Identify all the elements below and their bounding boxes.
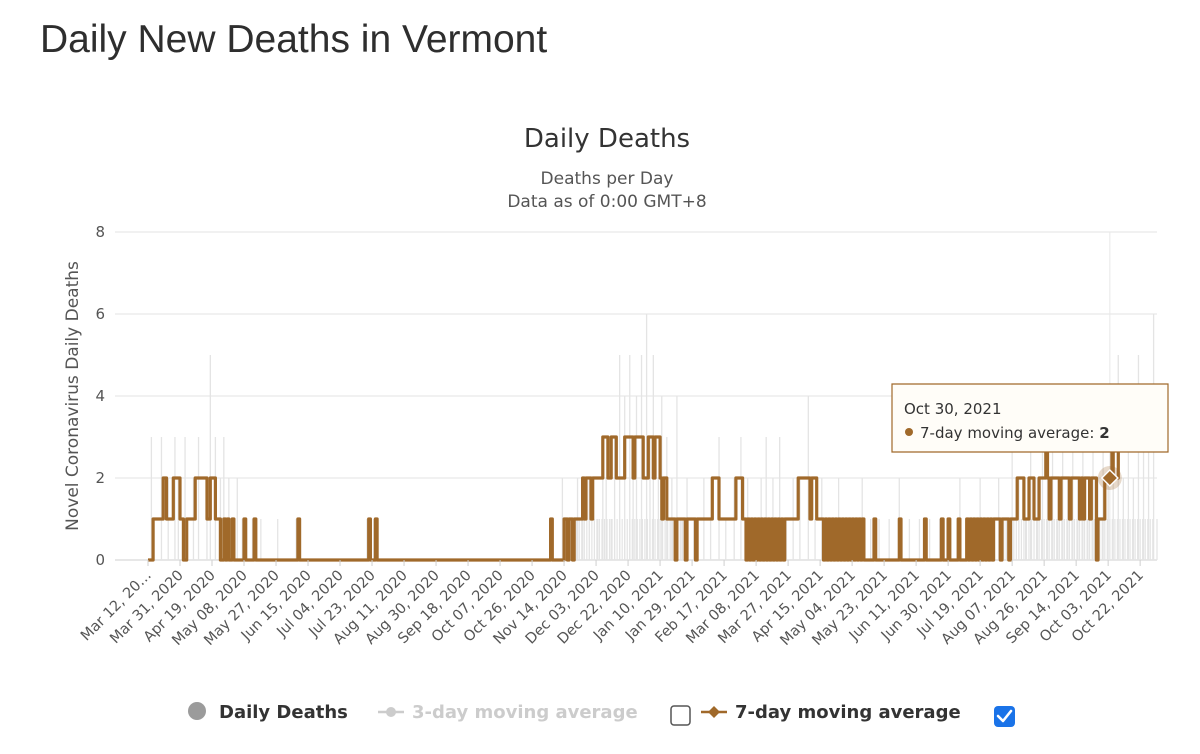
moving-average-line: [148, 435, 1122, 562]
hover-diamond-icon: [1100, 468, 1119, 488]
7-day-average-checkbox[interactable]: [994, 706, 1015, 727]
legend-label-daily-deaths: Daily Deaths: [219, 702, 348, 723]
chart-subtitle-date: Data as of 0:00 GMT+8: [507, 192, 706, 212]
y-axis-ticks: 0 2 4 6 8: [95, 223, 105, 569]
legend-circle-icon: [188, 702, 206, 720]
legend: Daily Deaths 3-day moving average 7-day …: [188, 702, 1015, 727]
legend-diamond-icon: [708, 706, 720, 718]
3-day-average-checkbox[interactable]: [670, 705, 691, 726]
tooltip-series-line: 7-day moving average: 2: [920, 424, 1110, 442]
tooltip-dot-icon: [905, 428, 913, 436]
y-axis-label: Novel Coronavirus Daily Deaths: [63, 261, 83, 531]
tooltip-series-label: 7-day moving average:: [920, 424, 1099, 442]
tooltip: Oct 30, 2021 7-day moving average: 2: [891, 383, 1169, 453]
page-title: Daily New Deaths in Vermont: [40, 18, 548, 61]
y-tick-label: 2: [95, 469, 105, 487]
tooltip-value: 2: [1099, 424, 1109, 442]
legend-item-3-day-average[interactable]: 3-day moving average: [378, 702, 638, 723]
legend-marker-icon: [386, 707, 396, 717]
y-tick-label: 6: [95, 305, 105, 323]
checkmark-icon: [996, 709, 1013, 723]
tooltip-date: Oct 30, 2021: [904, 400, 1002, 418]
legend-label-3-day: 3-day moving average: [412, 702, 638, 723]
y-tick-label: 8: [95, 223, 105, 241]
y-tick-label: 0: [95, 551, 105, 569]
legend-label-7-day: 7-day moving average: [735, 702, 961, 723]
chart-title: Daily Deaths: [524, 124, 690, 154]
chart-subtitle: Deaths per Day: [541, 169, 674, 189]
tooltip-box: [891, 383, 1169, 453]
y-tick-label: 4: [95, 387, 105, 405]
seven-day-average-line: [148, 435, 1122, 562]
legend-item-daily-deaths[interactable]: Daily Deaths: [188, 702, 348, 723]
legend-item-7-day-average[interactable]: 7-day moving average: [701, 702, 961, 723]
